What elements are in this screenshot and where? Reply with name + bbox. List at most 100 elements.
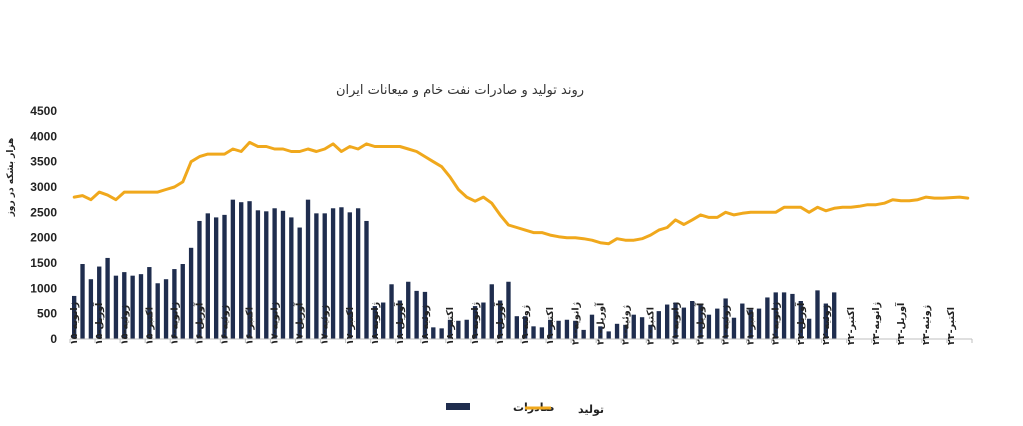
exports-bars (72, 199, 837, 339)
x-tick-label: اکتبر-۲۳ (946, 307, 957, 345)
exports-bar (531, 326, 536, 339)
exports-bar (80, 264, 85, 339)
exports-bar (765, 297, 770, 339)
x-tick-label: آوریل-۱۷ (293, 302, 306, 345)
x-tick-label: ژوئیه-۲۳ (921, 305, 932, 345)
y-axis-label: هزار بشکه در روز (6, 138, 16, 218)
exports-bar (815, 290, 820, 339)
exports-bar (773, 292, 778, 339)
exports-bar (381, 302, 386, 339)
exports-bar (673, 302, 678, 339)
exports-bar (431, 327, 436, 339)
exports-bar (698, 303, 703, 339)
x-tick-label: ژانویه-۱۹ (470, 302, 481, 345)
exports-bar (806, 318, 812, 339)
exports-bar (447, 319, 453, 339)
exports-bar (230, 199, 236, 339)
exports-bar (264, 211, 269, 339)
x-tick-label: ژانویه-۲۱ (671, 302, 682, 345)
exports-bar (506, 281, 511, 339)
exports-bar (289, 217, 294, 339)
exports-bar (163, 279, 169, 339)
exports-bar (414, 290, 419, 339)
x-tick-label: اکتبر-۱۶ (245, 307, 256, 345)
exports-bar (514, 316, 519, 339)
exports-bar (464, 319, 469, 339)
exports-bar (598, 326, 603, 339)
exports-bar (130, 275, 135, 339)
y-tick-label: 1500 (30, 256, 57, 270)
exports-bar (122, 272, 127, 339)
x-tick-label: ژوئیه-۱۹ (520, 305, 531, 345)
exports-bar (113, 275, 119, 339)
exports-bar (481, 302, 486, 339)
exports-bar (239, 202, 244, 339)
exports-bar (589, 314, 595, 339)
exports-bar (272, 208, 277, 339)
exports-bar (631, 314, 636, 339)
exports-bar (656, 311, 661, 339)
exports-bar (740, 303, 745, 339)
x-tick-label: ژانویه-۱۸ (370, 302, 381, 345)
exports-bar (105, 257, 110, 339)
exports-bar (731, 317, 737, 339)
x-tick-label: ژانویه-۱۷ (270, 302, 281, 345)
x-tick-label: ژانویه-۱۵ (69, 302, 80, 345)
exports-bar (439, 328, 444, 339)
exports-bar (489, 284, 494, 339)
legend-label-production: تولید (578, 403, 604, 416)
exports-bar (497, 300, 503, 339)
exports-bar (389, 284, 394, 339)
exports-bar (147, 267, 152, 339)
x-tick-label: ژوئیه-۲۰ (620, 305, 631, 345)
x-tick-label: آوریل-۲۲ (794, 302, 807, 345)
x-tick-label: آوریل-۱۶ (193, 302, 206, 345)
x-tick-label: اکتبر-۲۲ (846, 307, 857, 345)
exports-bar (664, 304, 670, 339)
exports-bar (247, 201, 252, 339)
x-axis-ticks: ژانویه-۱۵ آوریل-۱۵ ژوئیه-۱۵ اکتبر-۱۵ ژانویه-… (69, 302, 973, 345)
exports-bar (781, 292, 787, 339)
exports-bar (606, 331, 611, 339)
exports-bar (798, 301, 803, 339)
y-tick-label: 2500 (30, 205, 57, 219)
exports-bar (397, 300, 403, 339)
x-tick-label: ژوئیه-۲۲ (821, 305, 832, 345)
exports-bar (339, 207, 344, 339)
exports-bar (472, 306, 478, 339)
x-tick-label: اکتبر-۱۷ (345, 307, 356, 345)
exports-bar (715, 308, 720, 339)
exports-bar (573, 320, 578, 339)
exports-bar (723, 298, 728, 339)
exports-bar (523, 316, 528, 339)
exports-bar (748, 309, 753, 339)
exports-bar (556, 320, 561, 339)
x-tick-label: ژوئیه-۱۶ (220, 305, 231, 345)
chart-title: روند تولید و صادرات نفت خام و میعانات ای… (336, 83, 584, 98)
y-tick-label: 3500 (30, 155, 57, 169)
exports-bar (456, 320, 461, 339)
y-tick-label: 4500 (30, 104, 57, 118)
exports-bar (347, 212, 352, 339)
exports-bar (222, 214, 227, 339)
y-tick-label: 2000 (30, 231, 57, 245)
exports-bar (790, 293, 795, 339)
exports-bar (422, 291, 428, 339)
x-tick-label: ژانویه-۲۲ (771, 302, 782, 345)
exports-bar (213, 217, 219, 339)
exports-bar (548, 319, 553, 339)
exports-bar (180, 264, 185, 339)
exports-bar (648, 324, 653, 339)
legend-swatch-exports (446, 403, 470, 410)
x-tick-label: ژانویه-۲۳ (871, 302, 882, 345)
exports-bar (88, 279, 94, 339)
exports-bar (355, 208, 361, 339)
exports-bar (314, 213, 319, 339)
x-tick-label: اکتبر-۲۱ (746, 307, 757, 345)
exports-bar (639, 317, 645, 339)
exports-bar (138, 274, 144, 339)
x-tick-label: اکتبر-۱۹ (545, 307, 556, 345)
legend: صادرات تولید (446, 401, 604, 416)
exports-bar (614, 323, 620, 339)
